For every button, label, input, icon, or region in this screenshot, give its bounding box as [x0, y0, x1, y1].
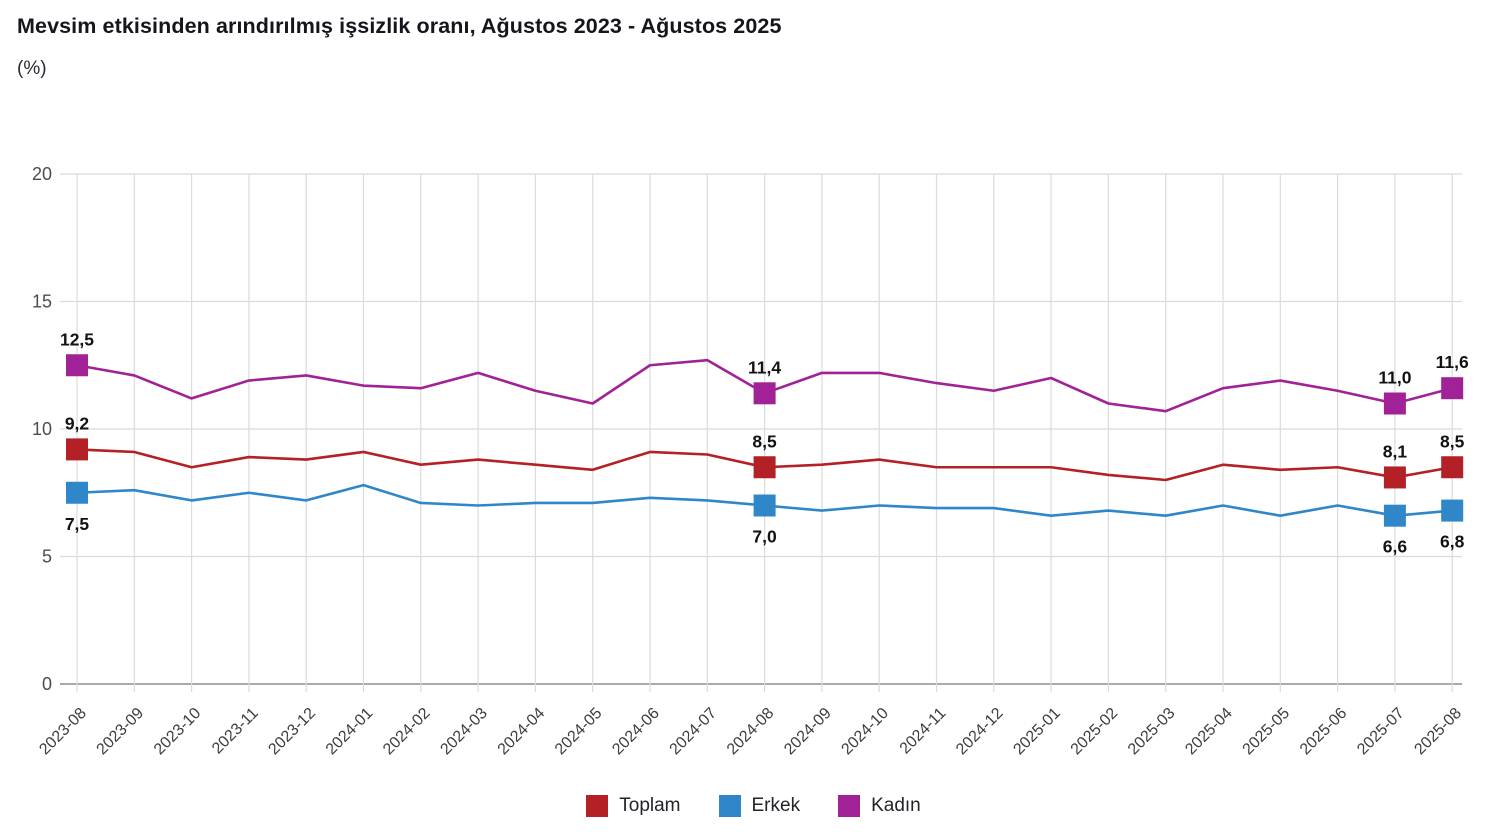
data-point-marker-toplam: [66, 438, 88, 461]
x-tick-label: 2023-10: [151, 705, 205, 759]
data-point-marker-toplam: [1383, 466, 1406, 489]
chart-unit-label: (%): [17, 58, 47, 79]
x-tick-label: 2025-06: [1297, 705, 1351, 759]
x-tick-label: 2024-03: [437, 705, 491, 759]
legend-swatch-icon: [718, 795, 741, 817]
x-tick-label: 2024-01: [323, 705, 377, 759]
x-tick-label: 2024-02: [380, 705, 434, 759]
x-tick-label: 2023-12: [265, 705, 319, 759]
x-tick-label: 2025-03: [1125, 705, 1179, 759]
x-tick-label: 2024-07: [667, 705, 721, 759]
legend-item-erkek[interactable]: Erkek: [718, 795, 801, 817]
x-tick-label: 2023-11: [209, 705, 262, 758]
data-point-marker-erkek: [1441, 499, 1464, 522]
data-point-marker-kadın: [753, 382, 776, 405]
x-tick-label: 2025-07: [1354, 705, 1408, 759]
y-tick-label: 0: [42, 674, 52, 694]
x-tick-label: 2023-09: [94, 705, 148, 759]
legend-swatch-icon: [838, 795, 861, 817]
data-point-marker-erkek: [1383, 504, 1406, 527]
y-tick-label: 5: [42, 547, 52, 567]
x-tick-label: 2025-02: [1068, 705, 1122, 759]
x-tick-label: 2025-04: [1182, 705, 1236, 759]
x-tick-label: 2025-01: [1010, 705, 1064, 759]
legend-label: Toplam: [619, 795, 681, 816]
x-tick-label: 2024-06: [609, 705, 663, 759]
legend-label: Kadın: [871, 795, 921, 816]
x-tick-label: 2024-08: [724, 705, 778, 759]
x-tick-label: 2024-11: [897, 705, 950, 758]
data-point-label: 8,5: [752, 431, 777, 451]
data-point-label: 6,8: [1440, 532, 1465, 552]
data-point-label: 9,2: [65, 413, 90, 433]
x-tick-label: 2024-12: [953, 705, 1007, 759]
legend-item-toplam[interactable]: Toplam: [586, 795, 681, 817]
y-tick-label: 10: [32, 419, 52, 439]
x-tick-label: 2024-05: [552, 705, 606, 759]
data-point-marker-kadın: [66, 354, 88, 377]
data-point-marker-toplam: [753, 456, 776, 479]
x-tick-label: 2025-05: [1240, 705, 1294, 759]
data-point-label: 11,0: [1378, 368, 1411, 388]
chart-title: Mevsim etkisinden arındırılmış işsizlik …: [17, 14, 782, 38]
data-point-marker-kadın: [1441, 377, 1464, 400]
x-tick-label: 2025-08: [1411, 705, 1465, 759]
legend-swatch-icon: [586, 795, 609, 817]
x-tick-label: 2024-10: [838, 705, 892, 759]
data-point-label: 7,0: [752, 527, 777, 547]
data-point-label: 11,6: [1436, 352, 1469, 372]
data-point-label: 8,5: [1440, 431, 1465, 451]
x-tick-label: 2024-09: [781, 705, 835, 759]
x-tick-label: 2024-04: [495, 705, 549, 759]
data-point-marker-toplam: [1441, 456, 1464, 479]
y-tick-label: 20: [32, 164, 52, 184]
x-tick-label: 2023-08: [36, 705, 90, 759]
y-tick-label: 15: [32, 292, 52, 312]
data-point-label: 8,1: [1383, 441, 1408, 461]
legend-item-kadın[interactable]: Kadın: [838, 795, 921, 817]
legend-label: Erkek: [751, 795, 801, 816]
data-point-label: 12,5: [60, 329, 94, 349]
chart-legend: Toplam Erkek Kadın: [0, 795, 1507, 817]
data-point-label: 6,6: [1383, 537, 1408, 557]
data-point-label: 7,5: [65, 514, 90, 534]
data-point-label: 11,4: [748, 357, 781, 377]
data-point-marker-kadın: [1383, 392, 1406, 415]
data-point-marker-erkek: [66, 481, 88, 504]
data-point-marker-erkek: [753, 494, 776, 517]
